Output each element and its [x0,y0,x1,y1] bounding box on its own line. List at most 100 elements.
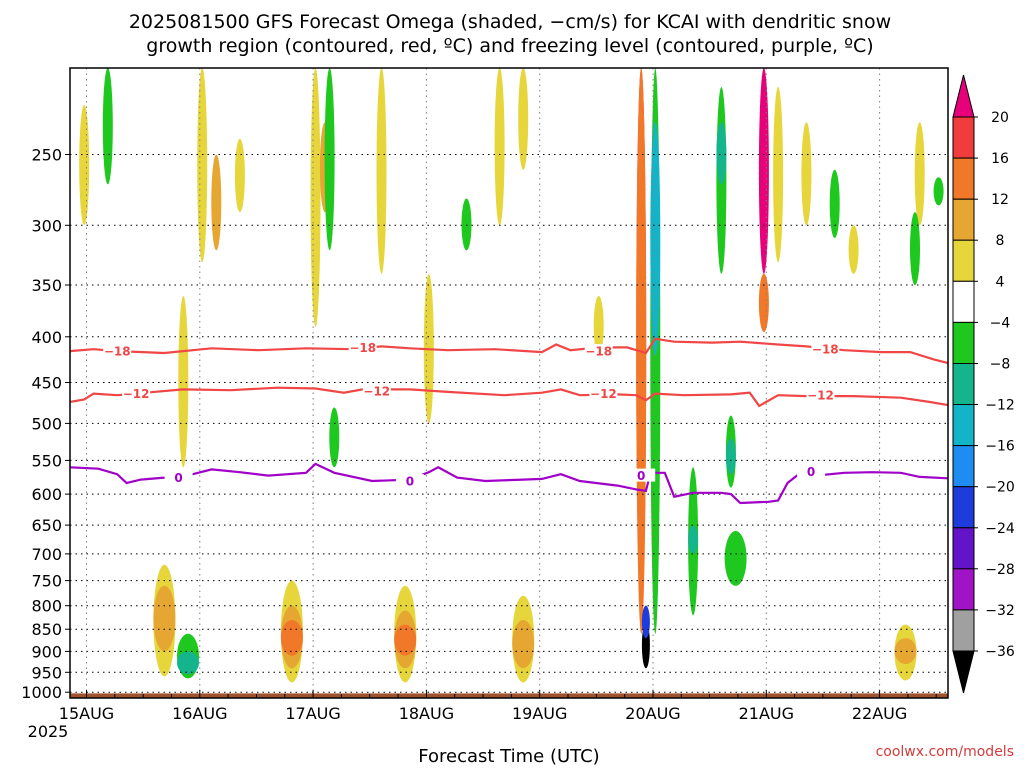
contour-line-1 [69,386,949,408]
omega-region-11 [848,225,859,274]
credit-text: coolwx.com/models [876,744,1014,760]
omega-region-32 [102,68,113,185]
colorbar-label-2: 12 [991,192,1009,208]
colorbar-label-1: 16 [991,151,1009,167]
colorbar-label-11: −28 [985,562,1015,578]
colorbar-swatch-8 [952,445,975,488]
omega-region-24 [512,620,535,669]
contour-label-0-0: −18 [104,345,131,359]
y-tick-label-400: 400 [31,328,62,347]
omega-region-31 [773,86,784,263]
colorbar-bottom-arrow [952,650,975,694]
contour-label-bg-0-0 [103,344,132,358]
y-axis: 250 300 350 400 450 500 550 600 650 700 750 800 850 9… [21,146,70,702]
contour-label-bg-0-1 [348,340,377,354]
colorbar-label-8: −16 [985,439,1015,455]
contour-label-1-0: −12 [123,387,150,401]
colorbar-label-4: 4 [996,274,1005,290]
colorbar-top-arrow [952,74,975,118]
omega-region-1 [178,296,189,468]
colorbar-label-12: −32 [985,603,1015,619]
contour-layer: −18 −18 −18 −18 −12 −12 −12 −12 0 0 0 0 [69,337,949,505]
contour-label-bg-0-3 [811,342,840,356]
colorbar-swatch-3 [952,239,975,282]
contour-label-2-2: 0 [637,469,645,483]
contour-label-1-3: −12 [807,389,834,403]
x-tick-label-18AUG: 18AUG [399,704,454,723]
y-tick-label-350: 350 [31,276,62,295]
y-tick-label-250: 250 [31,146,62,165]
colorbar-swatch-5 [952,321,975,364]
colorbar-label-7: −12 [985,398,1015,414]
contour-label-bg-2-1 [395,474,424,487]
colorbar-label-5: −4 [990,315,1011,331]
y-tick-label-850: 850 [31,620,62,639]
y-tick-label-550: 550 [31,451,62,470]
x-tick-label-22AUG: 22AUG [852,704,907,723]
colorbar-label-3: 8 [996,233,1005,249]
y-tick-label-650: 650 [31,516,62,535]
contour-label-0-2: −18 [585,345,612,359]
colorbar-swatch-1 [952,157,975,200]
colorbar-swatch-4 [952,280,975,323]
omega-region-43 [716,122,727,185]
omega-region-46 [724,531,747,586]
contour-label-bg-2-0 [164,470,193,484]
x-tick-label-19AUG: 19AUG [512,704,567,723]
y-tick-label-450: 450 [31,374,62,393]
contour-label-bg-2-2 [627,468,656,482]
omega-region-37 [461,198,472,251]
ground-band [70,693,948,698]
contour-label-1-2: −12 [590,387,617,401]
omega-region-8 [518,68,529,170]
y-tick-label-600: 600 [31,485,62,504]
colorbar-label-0: 20 [991,110,1009,126]
chart-title-line-2: growth region (contoured, red, ºC) and f… [146,35,873,57]
contour-line-2 [69,462,949,505]
x-tick-label-20AUG: 20AUG [625,704,680,723]
omega-region-3 [234,138,245,213]
contour-label-2-3: 0 [807,465,815,479]
omega-region-47 [829,169,840,238]
x-axis-title: Forecast Time (UTC) [418,746,599,767]
omega-region-7 [494,68,505,226]
colorbar-label-9: −20 [985,480,1015,496]
omega-region-26 [894,638,917,664]
omega-region-30 [758,273,769,332]
y-tick-label-950: 950 [31,663,62,682]
omega-region-5 [376,67,387,274]
colorbar-swatch-6 [952,363,975,406]
contour-label-bg-1-2 [589,386,618,400]
colorbar-label-6: −8 [990,357,1011,373]
y-tick-label-900: 900 [31,642,62,661]
omega-region-2 [197,68,208,263]
omega-region-48 [910,212,920,286]
omega-region-45 [725,438,736,475]
y-tick-label-500: 500 [31,414,62,433]
x-tick-label-17AUG: 17AUG [285,704,340,723]
contour-label-2-1: 0 [406,475,414,489]
y-tick-label-750: 750 [31,572,62,591]
colorbar-swatch-10 [952,527,975,570]
omega-region-19 [280,620,303,656]
y-tick-label-300: 300 [31,216,62,235]
colorbar: 20 16 12 8 4 −4 −8 −12 −16 −20 −24 −28 −32 −36 [952,74,1015,694]
omega-region-22 [394,624,417,656]
omega-region-13 [211,154,222,251]
x-axis: 15AUG 16AUG 17AUG 18AUG 19AUG 20AUG 21AUG 22AUG [59,690,937,723]
omega-region-10 [801,122,812,226]
y-tick-label-700: 700 [31,545,62,564]
omega-region-35 [324,68,335,251]
ground-layer [70,693,948,698]
colorbar-swatch-12 [952,609,975,652]
x-tick-label-21AUG: 21AUG [739,704,794,723]
omega-region-0 [79,105,90,226]
y-tick-label-1000: 1000 [21,683,62,702]
contour-label-bg-0-2 [584,344,613,358]
omega-shading-layer [79,67,944,683]
colorbar-swatch-2 [952,198,975,241]
colorbar-label-13: −36 [985,644,1015,660]
colorbar-label-10: −24 [985,521,1015,537]
colorbar-swatch-11 [952,568,975,611]
